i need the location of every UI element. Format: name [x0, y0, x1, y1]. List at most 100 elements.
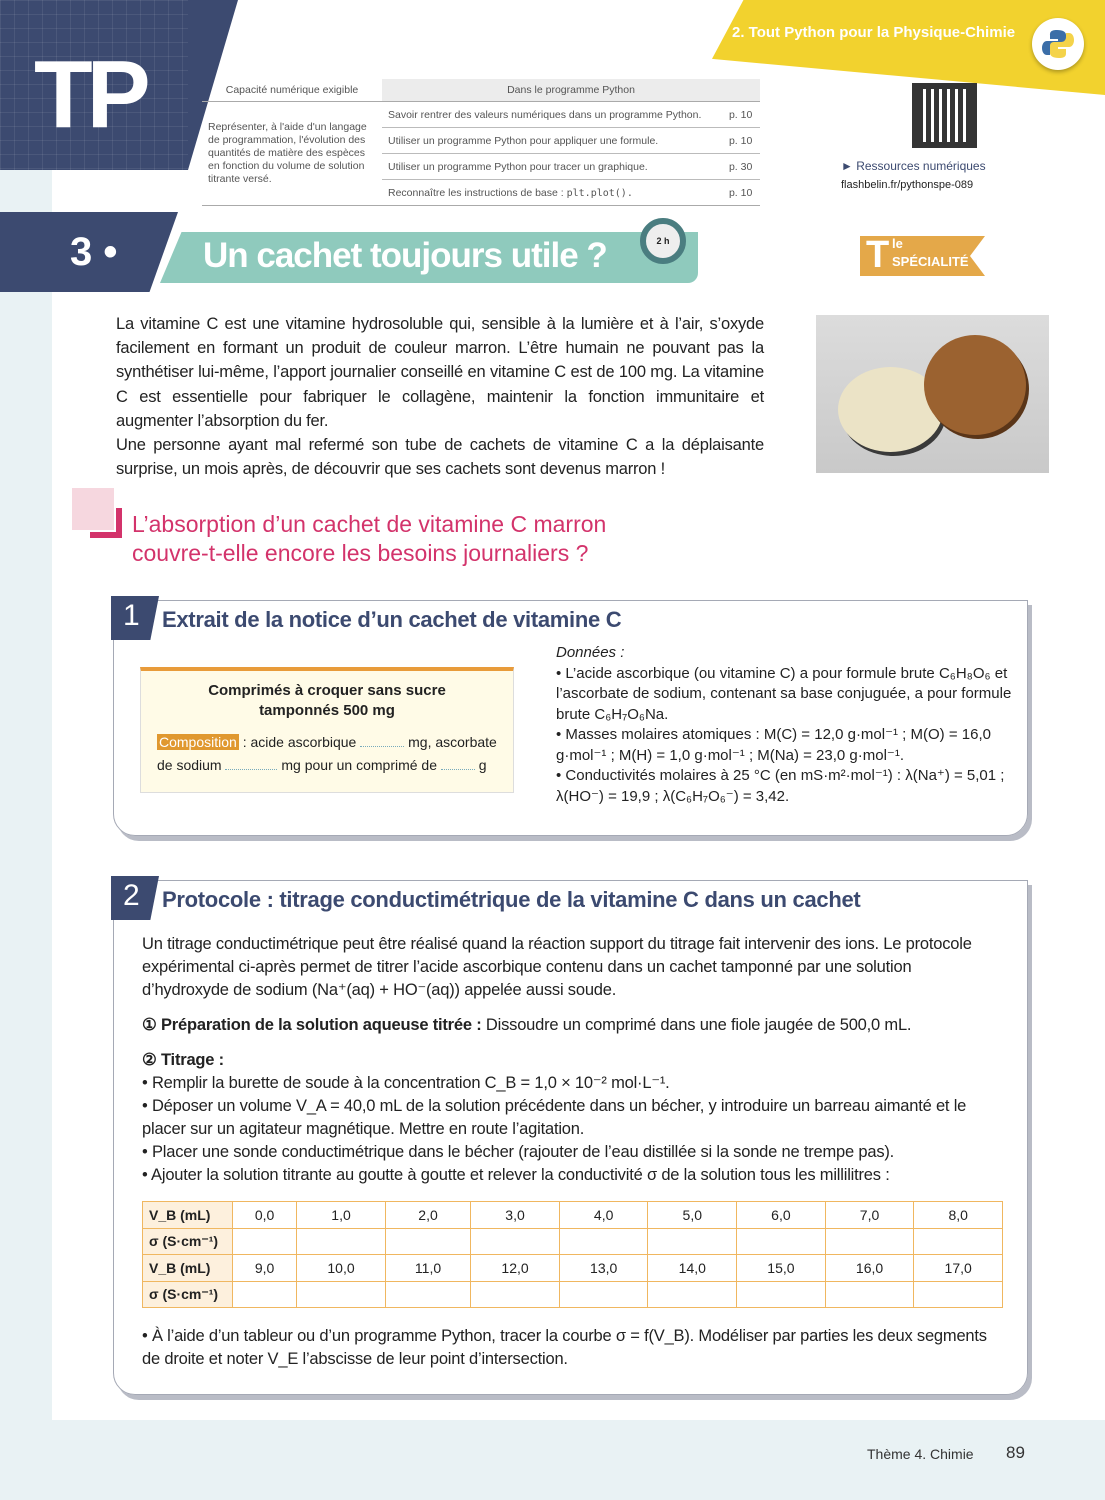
- protocol-bullet: • Remplir la burette de soude à la conce…: [142, 1074, 670, 1092]
- volume-cell: 13,0: [558, 1254, 649, 1282]
- volume-cell: 4,0: [558, 1201, 649, 1229]
- protocol-final: • À l’aide d’un tableur ou d’un programm…: [142, 1327, 987, 1368]
- page-ref: p. 10: [722, 101, 760, 128]
- volume-cell: 10,0: [296, 1254, 386, 1282]
- badge-label: SPÉCIALITÉ: [892, 254, 969, 269]
- page-ref: p. 10: [722, 127, 760, 154]
- badge-le: le: [892, 236, 903, 251]
- blank-field[interactable]: [225, 769, 278, 770]
- capacity-row-text: Reconnaître les instructions de base :: [388, 186, 567, 199]
- protocol-bullet: • Ajouter la solution titrante au goutte…: [142, 1166, 890, 1184]
- capacity-table: Capacité numérique exigible Dans le progr…: [202, 79, 760, 206]
- problem-question: L’absorption d’un cachet de vitamine C m…: [132, 510, 606, 568]
- table-row: σ (S·cm⁻¹): [142, 1227, 1003, 1255]
- conductivity-cell[interactable]: [470, 1227, 560, 1255]
- duration: 2 h: [656, 236, 670, 246]
- conductivity-cell[interactable]: [470, 1280, 560, 1308]
- step1-text: Dissoudre un comprimé dans une fiole jau…: [481, 1016, 912, 1034]
- conductivity-cell[interactable]: [824, 1280, 915, 1308]
- doc-number: 1: [111, 596, 159, 640]
- notice-excerpt: Comprimés à croquer sans sucre tamponnés…: [140, 667, 514, 793]
- row-header: V_B (mL): [142, 1254, 233, 1282]
- level-badge: T le SPÉCIALITÉ: [860, 236, 985, 276]
- conductivity-cell[interactable]: [736, 1280, 826, 1308]
- doc-number: 2: [111, 876, 159, 920]
- doc2-box: 2 Protocole : titrage conductimétrique d…: [111, 876, 1028, 1395]
- resources-link[interactable]: ► Ressources numériques: [841, 159, 986, 173]
- table-row: V_B (mL) 0,0 1,0 2,0 3,0 4,0 5,0 6,0 7,0 8,0: [142, 1201, 1003, 1229]
- badge-t: T: [866, 234, 890, 276]
- notice-text: mg pour un comprimé de: [277, 757, 441, 773]
- page-ref: p. 30: [722, 153, 760, 180]
- footer-theme: Thème 4. Chimie: [867, 1446, 974, 1462]
- titration-table: V_B (mL) 0,0 1,0 2,0 3,0 4,0 5,0 6,0 7,0 8,0 σ (S·…: [142, 1201, 1003, 1308]
- conductivity-cell[interactable]: [558, 1280, 649, 1308]
- volume-cell: 3,0: [470, 1201, 560, 1229]
- title-bar: [160, 232, 698, 283]
- notice-text: : acide ascorbique: [238, 734, 361, 750]
- problem-line: L’absorption d’un cachet de vitamine C m…: [132, 511, 607, 537]
- conductivity-cell[interactable]: [558, 1227, 649, 1255]
- doc-title: Extrait de la notice d’un cachet de vita…: [162, 607, 622, 632]
- conductivity-cell[interactable]: [231, 1227, 298, 1255]
- conductivity-cell[interactable]: [824, 1227, 915, 1255]
- conductivity-cell[interactable]: [231, 1280, 298, 1308]
- composition-tag: Composition: [157, 734, 239, 750]
- blank-field[interactable]: [440, 769, 475, 770]
- python-header: Dans le programme Python: [382, 79, 760, 102]
- conductivity-cell[interactable]: [647, 1227, 738, 1255]
- capacity-row: Savoir rentrer des valeurs numériques da…: [382, 101, 723, 128]
- volume-cell: 2,0: [384, 1201, 472, 1229]
- code-snippet: plt.plot().: [566, 187, 633, 199]
- doc1-box: 1 Extrait de la notice d’un cachet de vi…: [111, 596, 1028, 836]
- stopwatch-icon: 2 h: [640, 218, 686, 264]
- intro-text: La vitamine C est une vitamine hydrosolu…: [116, 312, 764, 481]
- notice-heading: Comprimés à croquer sans sucre: [208, 682, 446, 699]
- resources-url[interactable]: flashbelin.fr/pythonspe-089: [841, 179, 974, 191]
- capacity-text: Représenter, à l'aide d'un langage de pr…: [202, 101, 382, 206]
- tablets-photo: [816, 315, 1049, 473]
- protocol-bullet: • Déposer un volume V_A = 40,0 mL de la …: [142, 1097, 967, 1138]
- tp-number: 3 •: [0, 212, 178, 292]
- intro-paragraph: Une personne ayant mal refermé son tube …: [116, 436, 764, 479]
- conductivity-cell[interactable]: [296, 1280, 386, 1308]
- volume-cell: 9,0: [231, 1254, 298, 1282]
- notice-composition: Composition : acide ascorbique mg, ascor…: [157, 731, 497, 777]
- problem-marker-corner: [90, 508, 122, 538]
- volume-cell: 12,0: [470, 1254, 560, 1282]
- conductivity-cell[interactable]: [384, 1227, 472, 1255]
- problem-line: couvre-t-elle encore les besoins journal…: [132, 540, 589, 566]
- volume-cell: 0,0: [231, 1201, 298, 1229]
- protocol-intro: Un titrage conductimétrique peut être ré…: [142, 935, 972, 999]
- volume-cell: 8,0: [913, 1201, 1003, 1229]
- capacity-row: Reconnaître les instructions de base : p…: [382, 179, 723, 206]
- conductivity-cell[interactable]: [913, 1280, 1003, 1308]
- page-title: Un cachet toujours utile ?: [203, 236, 608, 275]
- brown-tablet: [924, 335, 1026, 435]
- conductivity-cell[interactable]: [384, 1280, 472, 1308]
- row-header: V_B (mL): [142, 1201, 233, 1229]
- step1-label: ① Préparation de la solution aqueuse tit…: [142, 1016, 482, 1034]
- notice-text: g: [474, 757, 487, 773]
- tp-label: TP: [0, 0, 188, 170]
- page-number: 89: [1006, 1443, 1025, 1462]
- capacity-header: Capacité numérique exigible: [202, 79, 382, 102]
- notice-text: mg, ascorbate de sodium: [157, 734, 497, 773]
- data-item: • Masses molaires atomiques : M(C) = 12,…: [556, 726, 991, 764]
- volume-cell: 15,0: [736, 1254, 826, 1282]
- python-logo-icon: [1032, 18, 1084, 70]
- conductivity-cell[interactable]: [736, 1227, 826, 1255]
- problem-marker: [72, 488, 114, 530]
- conductivity-cell[interactable]: [913, 1227, 1003, 1255]
- row-header: σ (S·cm⁻¹): [142, 1227, 233, 1255]
- qr-code[interactable]: [912, 83, 977, 148]
- conductivity-cell[interactable]: [296, 1227, 386, 1255]
- protocol-text: Un titrage conductimétrique peut être ré…: [142, 933, 999, 1187]
- volume-cell: 6,0: [736, 1201, 826, 1229]
- volume-cell: 14,0: [647, 1254, 738, 1282]
- conductivity-cell[interactable]: [647, 1280, 738, 1308]
- blank-field[interactable]: [360, 746, 405, 747]
- data-title: Données :: [556, 644, 625, 661]
- volume-cell: 7,0: [824, 1201, 915, 1229]
- data-item: • Conductivités molaires à 25 °C (en mS·…: [556, 767, 1005, 805]
